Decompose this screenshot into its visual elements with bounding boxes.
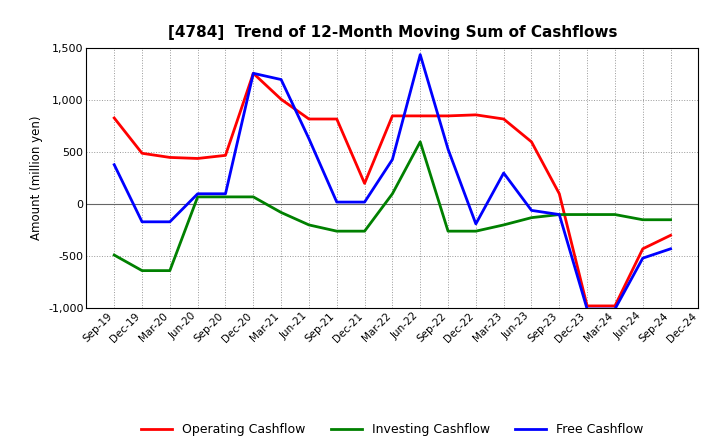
Free Cashflow <box>500 170 508 176</box>
Investing Cashflow <box>582 212 591 217</box>
Line: Free Cashflow: Free Cashflow <box>114 55 670 309</box>
Free Cashflow <box>166 219 174 224</box>
Investing Cashflow <box>138 268 146 273</box>
Investing Cashflow <box>166 268 174 273</box>
Operating Cashflow <box>666 233 675 238</box>
Investing Cashflow <box>388 191 397 196</box>
Y-axis label: Amount (million yen): Amount (million yen) <box>30 116 42 240</box>
Free Cashflow <box>276 77 285 82</box>
Operating Cashflow <box>194 156 202 161</box>
Investing Cashflow <box>360 228 369 234</box>
Operating Cashflow <box>305 116 313 121</box>
Operating Cashflow <box>110 115 119 121</box>
Operating Cashflow <box>249 71 258 76</box>
Operating Cashflow <box>333 116 341 121</box>
Free Cashflow <box>221 191 230 196</box>
Operating Cashflow <box>138 150 146 156</box>
Investing Cashflow <box>249 194 258 199</box>
Investing Cashflow <box>444 228 452 234</box>
Operating Cashflow <box>444 113 452 118</box>
Free Cashflow <box>555 212 564 217</box>
Free Cashflow <box>249 71 258 76</box>
Operating Cashflow <box>527 139 536 144</box>
Operating Cashflow <box>555 191 564 196</box>
Investing Cashflow <box>500 222 508 227</box>
Investing Cashflow <box>639 217 647 222</box>
Investing Cashflow <box>666 217 675 222</box>
Free Cashflow <box>639 256 647 261</box>
Free Cashflow <box>666 246 675 251</box>
Investing Cashflow <box>221 194 230 199</box>
Free Cashflow <box>527 208 536 213</box>
Operating Cashflow <box>611 303 619 308</box>
Operating Cashflow <box>360 181 369 186</box>
Free Cashflow <box>472 221 480 227</box>
Free Cashflow <box>444 147 452 152</box>
Investing Cashflow <box>276 210 285 215</box>
Free Cashflow <box>333 199 341 205</box>
Operating Cashflow <box>472 112 480 117</box>
Operating Cashflow <box>166 155 174 160</box>
Operating Cashflow <box>221 153 230 158</box>
Free Cashflow <box>110 162 119 167</box>
Investing Cashflow <box>110 253 119 258</box>
Operating Cashflow <box>582 303 591 308</box>
Free Cashflow <box>305 136 313 141</box>
Free Cashflow <box>388 157 397 162</box>
Operating Cashflow <box>639 246 647 251</box>
Line: Operating Cashflow: Operating Cashflow <box>114 73 670 306</box>
Investing Cashflow <box>611 212 619 217</box>
Investing Cashflow <box>305 222 313 227</box>
Free Cashflow <box>611 306 619 312</box>
Operating Cashflow <box>500 116 508 121</box>
Free Cashflow <box>138 219 146 224</box>
Investing Cashflow <box>472 228 480 234</box>
Free Cashflow <box>416 52 425 57</box>
Free Cashflow <box>360 199 369 205</box>
Title: [4784]  Trend of 12-Month Moving Sum of Cashflows: [4784] Trend of 12-Month Moving Sum of C… <box>168 25 617 40</box>
Operating Cashflow <box>388 113 397 118</box>
Line: Investing Cashflow: Investing Cashflow <box>114 142 670 271</box>
Investing Cashflow <box>555 212 564 217</box>
Legend: Operating Cashflow, Investing Cashflow, Free Cashflow: Operating Cashflow, Investing Cashflow, … <box>136 418 649 440</box>
Free Cashflow <box>194 191 202 196</box>
Investing Cashflow <box>416 139 425 144</box>
Operating Cashflow <box>416 113 425 118</box>
Operating Cashflow <box>276 97 285 102</box>
Free Cashflow <box>582 306 591 312</box>
Investing Cashflow <box>194 194 202 199</box>
Investing Cashflow <box>527 215 536 220</box>
Investing Cashflow <box>333 228 341 234</box>
